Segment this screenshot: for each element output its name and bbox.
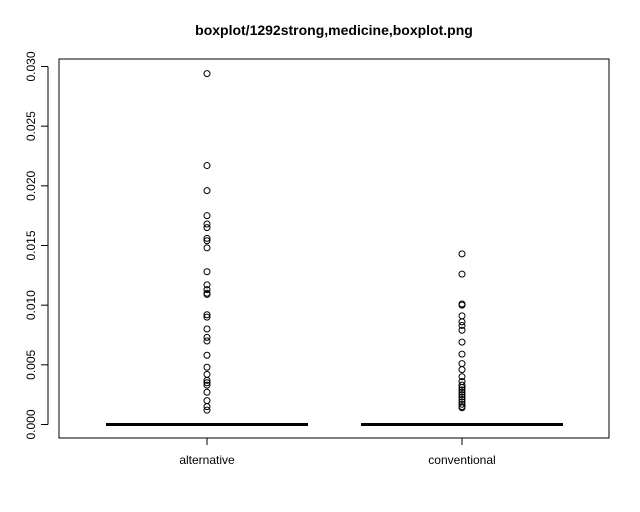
chart-title: boxplot/1292strong,medicine,boxplot.png — [195, 22, 473, 38]
x-axis: alternative conventional — [179, 437, 496, 467]
outlier-point — [203, 70, 211, 78]
outlier-point — [203, 403, 211, 411]
outlier-point — [203, 281, 211, 289]
outlier-point — [458, 312, 466, 320]
outlier-point — [458, 360, 466, 368]
outlier-point — [203, 379, 211, 387]
outlier-point — [203, 237, 211, 245]
outlier-point — [458, 381, 466, 389]
outlier-point — [458, 395, 466, 403]
outlier-point — [203, 381, 211, 389]
y-tick-label: 0.015 — [24, 230, 38, 260]
outlier-point — [458, 366, 466, 374]
plot-frame — [58, 58, 610, 439]
outlier-point — [203, 351, 211, 359]
y-tick-label: 0.030 — [24, 51, 38, 81]
y-tick-label: 0.020 — [24, 170, 38, 200]
outlier-point — [458, 301, 466, 309]
outlier-point — [203, 370, 211, 378]
outlier-point — [203, 376, 211, 384]
y-axis: 0.000 0.005 0.010 0.015 0.020 0.025 0.030 — [24, 51, 49, 440]
outlier-point — [458, 373, 466, 381]
outlier-point — [458, 388, 466, 396]
outlier-point — [203, 333, 211, 341]
x-tick-label: conventional — [428, 453, 495, 467]
outlier-point — [458, 318, 466, 326]
outlier-point — [203, 311, 211, 319]
outlier-point — [203, 187, 211, 195]
outlier-point — [203, 337, 211, 345]
outlier-point — [203, 212, 211, 220]
y-tick-label: 0.005 — [24, 349, 38, 379]
outlier-point — [458, 321, 466, 329]
outlier-point — [458, 250, 466, 258]
outlier-point — [203, 234, 211, 242]
y-tick-label: 0.010 — [24, 290, 38, 320]
outlier-point — [458, 404, 466, 412]
boxes — [106, 70, 563, 426]
outlier-point — [458, 338, 466, 346]
outlier-point — [458, 326, 466, 334]
y-tick-label: 0.025 — [24, 111, 38, 141]
box-conventional — [361, 250, 563, 426]
outlier-point — [203, 325, 211, 333]
outlier-point — [458, 350, 466, 358]
outlier-point — [203, 162, 211, 170]
outlier-point — [203, 290, 211, 298]
outlier-point — [458, 270, 466, 278]
outlier-point — [203, 313, 211, 321]
outlier-point — [203, 286, 211, 294]
outlier-point — [203, 388, 211, 396]
box-alternative — [106, 70, 308, 426]
outlier-point — [203, 244, 211, 252]
y-tick-label: 0.000 — [24, 409, 38, 439]
outlier-point — [203, 363, 211, 371]
outlier-point — [203, 224, 211, 232]
outlier-point — [458, 391, 466, 399]
x-tick-label: alternative — [179, 453, 235, 467]
outlier-point — [458, 400, 466, 408]
outlier-point — [203, 397, 211, 405]
outlier-point — [458, 386, 466, 394]
outlier-point — [203, 220, 211, 228]
outlier-point — [458, 384, 466, 392]
outlier-point — [203, 268, 211, 276]
outlier-point — [458, 393, 466, 401]
outlier-point — [203, 406, 211, 414]
